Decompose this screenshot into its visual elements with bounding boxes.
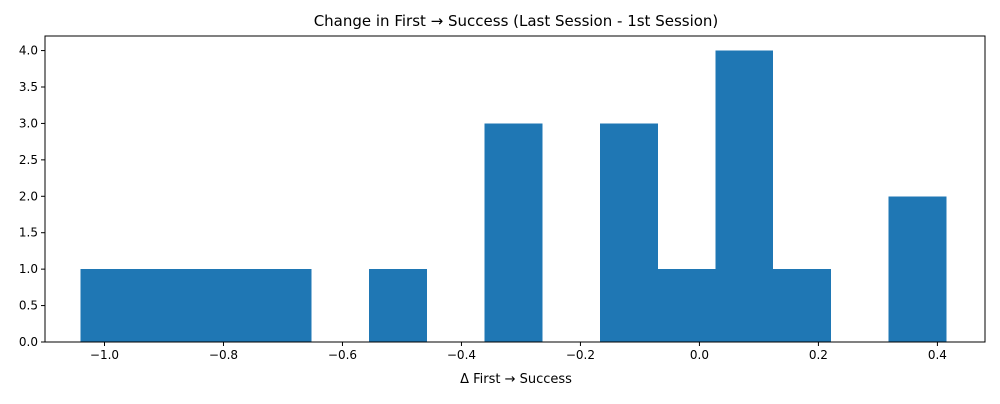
x-axis-label: Δ First → Success bbox=[460, 372, 572, 387]
histogram-bar bbox=[888, 196, 947, 342]
histogram-bar bbox=[138, 269, 197, 342]
histogram-bar bbox=[80, 269, 139, 342]
y-tick-label: 2.0 bbox=[19, 189, 38, 203]
histogram-bar bbox=[715, 50, 774, 342]
plot-frame bbox=[44, 35, 986, 343]
bars-layer bbox=[80, 50, 947, 342]
chart-title: Change in First → Success (Last Session … bbox=[314, 12, 719, 30]
y-tick-label: 2.5 bbox=[19, 153, 38, 167]
y-tick-label: 0.5 bbox=[19, 299, 38, 313]
x-tick-label: 0.4 bbox=[928, 348, 947, 362]
x-tick-label: −1.0 bbox=[90, 348, 119, 362]
histogram-bar bbox=[773, 269, 831, 342]
histogram-bar bbox=[657, 269, 716, 342]
x-tick-label: −0.2 bbox=[566, 348, 595, 362]
y-tick-label: 4.0 bbox=[19, 44, 38, 58]
y-tick-label: 1.0 bbox=[19, 262, 38, 276]
histogram-bar bbox=[253, 269, 312, 342]
histogram-bar bbox=[369, 269, 427, 342]
y-tick-label: 1.5 bbox=[19, 226, 38, 240]
y-tick-label: 3.5 bbox=[19, 80, 38, 94]
y-tick-label: 0.0 bbox=[19, 335, 38, 349]
histogram-bar bbox=[196, 269, 254, 342]
x-tick-label: 0.2 bbox=[809, 348, 828, 362]
y-tick-label: 3.0 bbox=[19, 116, 38, 130]
axes-layer: −1.0 −0.8 −0.6 −0.4 −0.2 0.0 0.2 0.4 0.0 0.5 1.0 1.… bbox=[19, 35, 986, 362]
x-tick-label: −0.6 bbox=[328, 348, 357, 362]
histogram-bar bbox=[484, 123, 543, 342]
x-tick-label: −0.4 bbox=[447, 348, 476, 362]
x-tick-label: −0.8 bbox=[209, 348, 238, 362]
histogram-bar bbox=[600, 123, 658, 342]
x-tick-label: 0.0 bbox=[690, 348, 709, 362]
